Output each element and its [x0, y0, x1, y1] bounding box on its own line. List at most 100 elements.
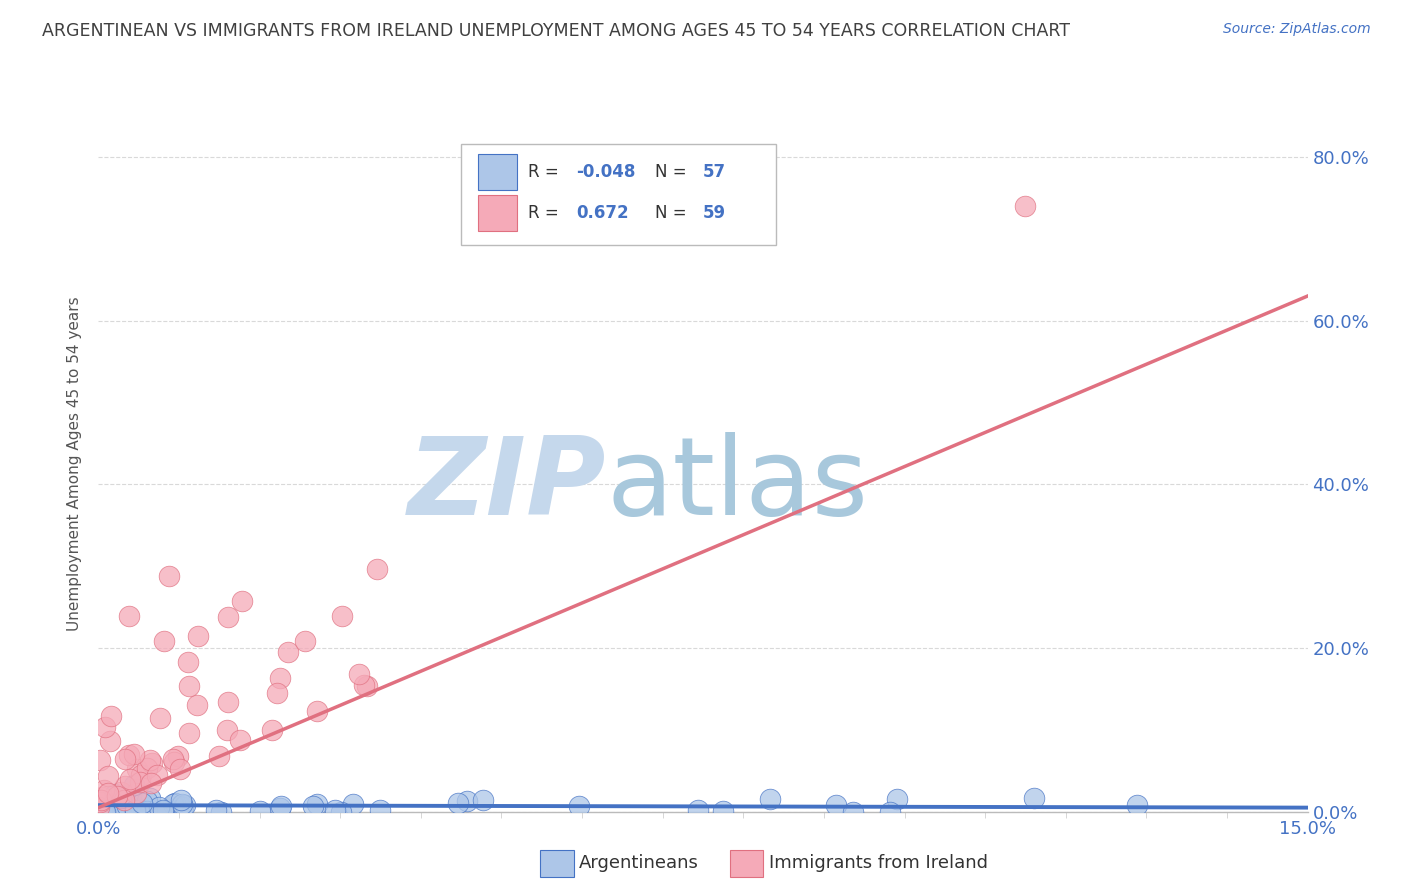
Point: [100, 799, 122, 814]
Point: [269, 671, 291, 685]
Point: [153, 634, 176, 648]
Point: [131, 796, 153, 810]
Point: [167, 749, 190, 764]
Point: [301, 799, 323, 814]
Text: R =: R =: [527, 162, 558, 180]
Point: [93, 783, 115, 797]
Point: [368, 804, 391, 818]
Point: [136, 761, 159, 775]
Point: [152, 803, 174, 817]
Point: [294, 633, 316, 648]
Point: [170, 797, 193, 811]
Text: 0.672: 0.672: [576, 204, 628, 222]
Point: [305, 797, 328, 811]
Point: [125, 786, 148, 800]
Point: [456, 794, 478, 808]
Point: [117, 799, 139, 814]
Text: atlas: atlas: [606, 432, 869, 538]
Text: Argentineans: Argentineans: [579, 855, 699, 872]
Text: 57: 57: [703, 162, 725, 180]
Point: [145, 768, 167, 782]
Text: R =: R =: [527, 204, 558, 222]
Y-axis label: Unemployment Among Ages 45 to 54 years: Unemployment Among Ages 45 to 54 years: [67, 296, 83, 632]
Point: [1024, 791, 1046, 805]
Text: ZIP: ZIP: [408, 432, 606, 538]
Point: [97, 786, 120, 800]
Point: [1126, 798, 1149, 813]
Point: [127, 762, 149, 776]
Point: [163, 756, 186, 770]
Point: [148, 800, 170, 814]
Point: [152, 804, 174, 818]
Point: [270, 798, 292, 813]
FancyBboxPatch shape: [478, 153, 517, 190]
Point: [114, 752, 136, 766]
Point: [108, 796, 131, 810]
Point: [124, 803, 146, 817]
Point: [177, 726, 200, 740]
Point: [128, 774, 150, 789]
Point: [447, 796, 470, 810]
Point: [229, 733, 252, 747]
Point: [118, 608, 141, 623]
Point: [173, 797, 195, 812]
Point: [177, 680, 200, 694]
Point: [110, 791, 132, 805]
Point: [122, 798, 145, 813]
Point: [104, 787, 127, 801]
Point: [269, 801, 291, 815]
Point: [165, 796, 187, 810]
Point: [172, 800, 194, 814]
Text: N =: N =: [655, 204, 686, 222]
Point: [266, 686, 288, 700]
Point: [879, 805, 901, 819]
Point: [205, 803, 228, 817]
Point: [349, 667, 371, 681]
Text: Source: ZipAtlas.com: Source: ZipAtlas.com: [1223, 22, 1371, 37]
Point: [112, 793, 135, 807]
Point: [129, 768, 152, 782]
Text: ARGENTINEAN VS IMMIGRANTS FROM IRELAND UNEMPLOYMENT AMONG AGES 45 TO 54 YEARS CO: ARGENTINEAN VS IMMIGRANTS FROM IRELAND U…: [42, 22, 1070, 40]
Point: [90, 790, 112, 805]
Point: [208, 749, 231, 764]
Point: [139, 791, 162, 805]
Point: [686, 803, 709, 817]
Point: [366, 562, 388, 576]
Point: [169, 799, 191, 814]
Point: [170, 793, 193, 807]
Point: [1014, 199, 1036, 213]
Point: [87, 800, 110, 814]
Point: [249, 805, 271, 819]
Point: [842, 805, 865, 819]
Point: [122, 778, 145, 792]
Point: [217, 610, 239, 624]
Point: [98, 734, 121, 748]
Point: [100, 805, 122, 819]
Point: [89, 795, 111, 809]
Text: Immigrants from Ireland: Immigrants from Ireland: [769, 855, 988, 872]
Point: [330, 609, 353, 624]
Text: N =: N =: [655, 162, 686, 180]
Point: [139, 776, 162, 790]
Point: [104, 798, 127, 813]
Point: [759, 792, 782, 806]
Point: [100, 709, 122, 723]
Point: [97, 769, 120, 783]
Point: [187, 629, 209, 643]
Point: [124, 801, 146, 815]
Point: [138, 753, 160, 767]
Point: [89, 753, 111, 767]
FancyBboxPatch shape: [478, 195, 517, 231]
Point: [177, 655, 200, 669]
Point: [217, 695, 239, 709]
Point: [169, 762, 191, 776]
Point: [329, 805, 352, 819]
Point: [323, 803, 346, 817]
FancyBboxPatch shape: [461, 144, 776, 244]
Point: [120, 799, 142, 814]
Point: [825, 798, 848, 813]
Text: -0.048: -0.048: [576, 162, 636, 180]
Point: [91, 803, 114, 817]
Point: [141, 756, 163, 771]
Point: [112, 800, 135, 814]
